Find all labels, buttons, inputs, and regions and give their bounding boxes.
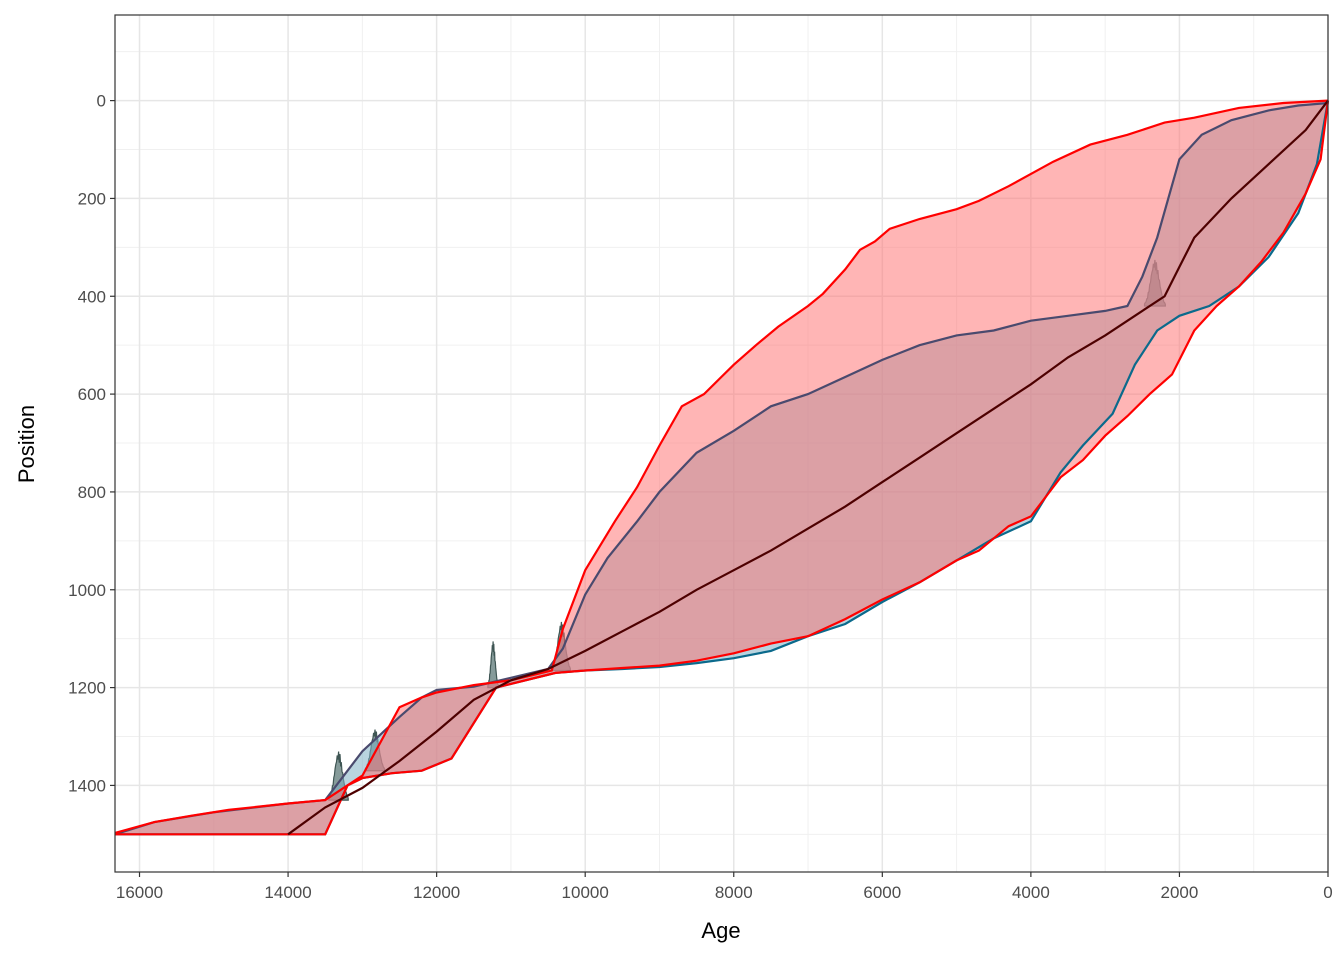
red-band-fill bbox=[115, 100, 1328, 835]
x-tick-label: 4000 bbox=[1012, 883, 1050, 902]
x-tick-label: 6000 bbox=[863, 883, 901, 902]
x-tick-label: 16000 bbox=[116, 883, 163, 902]
y-tick-label: 200 bbox=[78, 189, 106, 208]
y-tick-label: 1400 bbox=[68, 776, 106, 795]
x-tick-label: 2000 bbox=[1161, 883, 1199, 902]
x-axis-ticks: 16000 14000 12000 10000 8000 6000 4000 2000 0 bbox=[116, 872, 1333, 902]
y-tick-label: 0 bbox=[97, 92, 106, 111]
median-line bbox=[287, 99, 1329, 836]
x-tick-label: 0 bbox=[1323, 883, 1332, 902]
y-tick-label: 1000 bbox=[68, 581, 106, 600]
red-envelope-lower-line bbox=[115, 100, 1330, 836]
y-tick-label: 800 bbox=[78, 483, 106, 502]
y-tick-label: 400 bbox=[78, 287, 106, 306]
y-tick-label: 600 bbox=[78, 385, 106, 404]
x-tick-label: 10000 bbox=[562, 883, 609, 902]
x-axis-title: Age bbox=[701, 918, 740, 943]
y-axis-ticks: 0 200 400 600 800 1000 1200 1400 bbox=[68, 92, 115, 795]
x-tick-label: 14000 bbox=[264, 883, 311, 902]
x-tick-label: 12000 bbox=[413, 883, 460, 902]
red-envelope-upper-line bbox=[114, 99, 1329, 834]
density-peak-3 bbox=[487, 641, 499, 689]
y-axis-title: Position bbox=[14, 405, 39, 483]
line-layer bbox=[114, 99, 1330, 836]
band-layer bbox=[115, 100, 1328, 835]
y-tick-label: 1200 bbox=[68, 679, 106, 698]
x-tick-label: 8000 bbox=[715, 883, 753, 902]
panel-border bbox=[114, 14, 1329, 873]
dark-envelope-upper-line bbox=[114, 101, 1329, 836]
